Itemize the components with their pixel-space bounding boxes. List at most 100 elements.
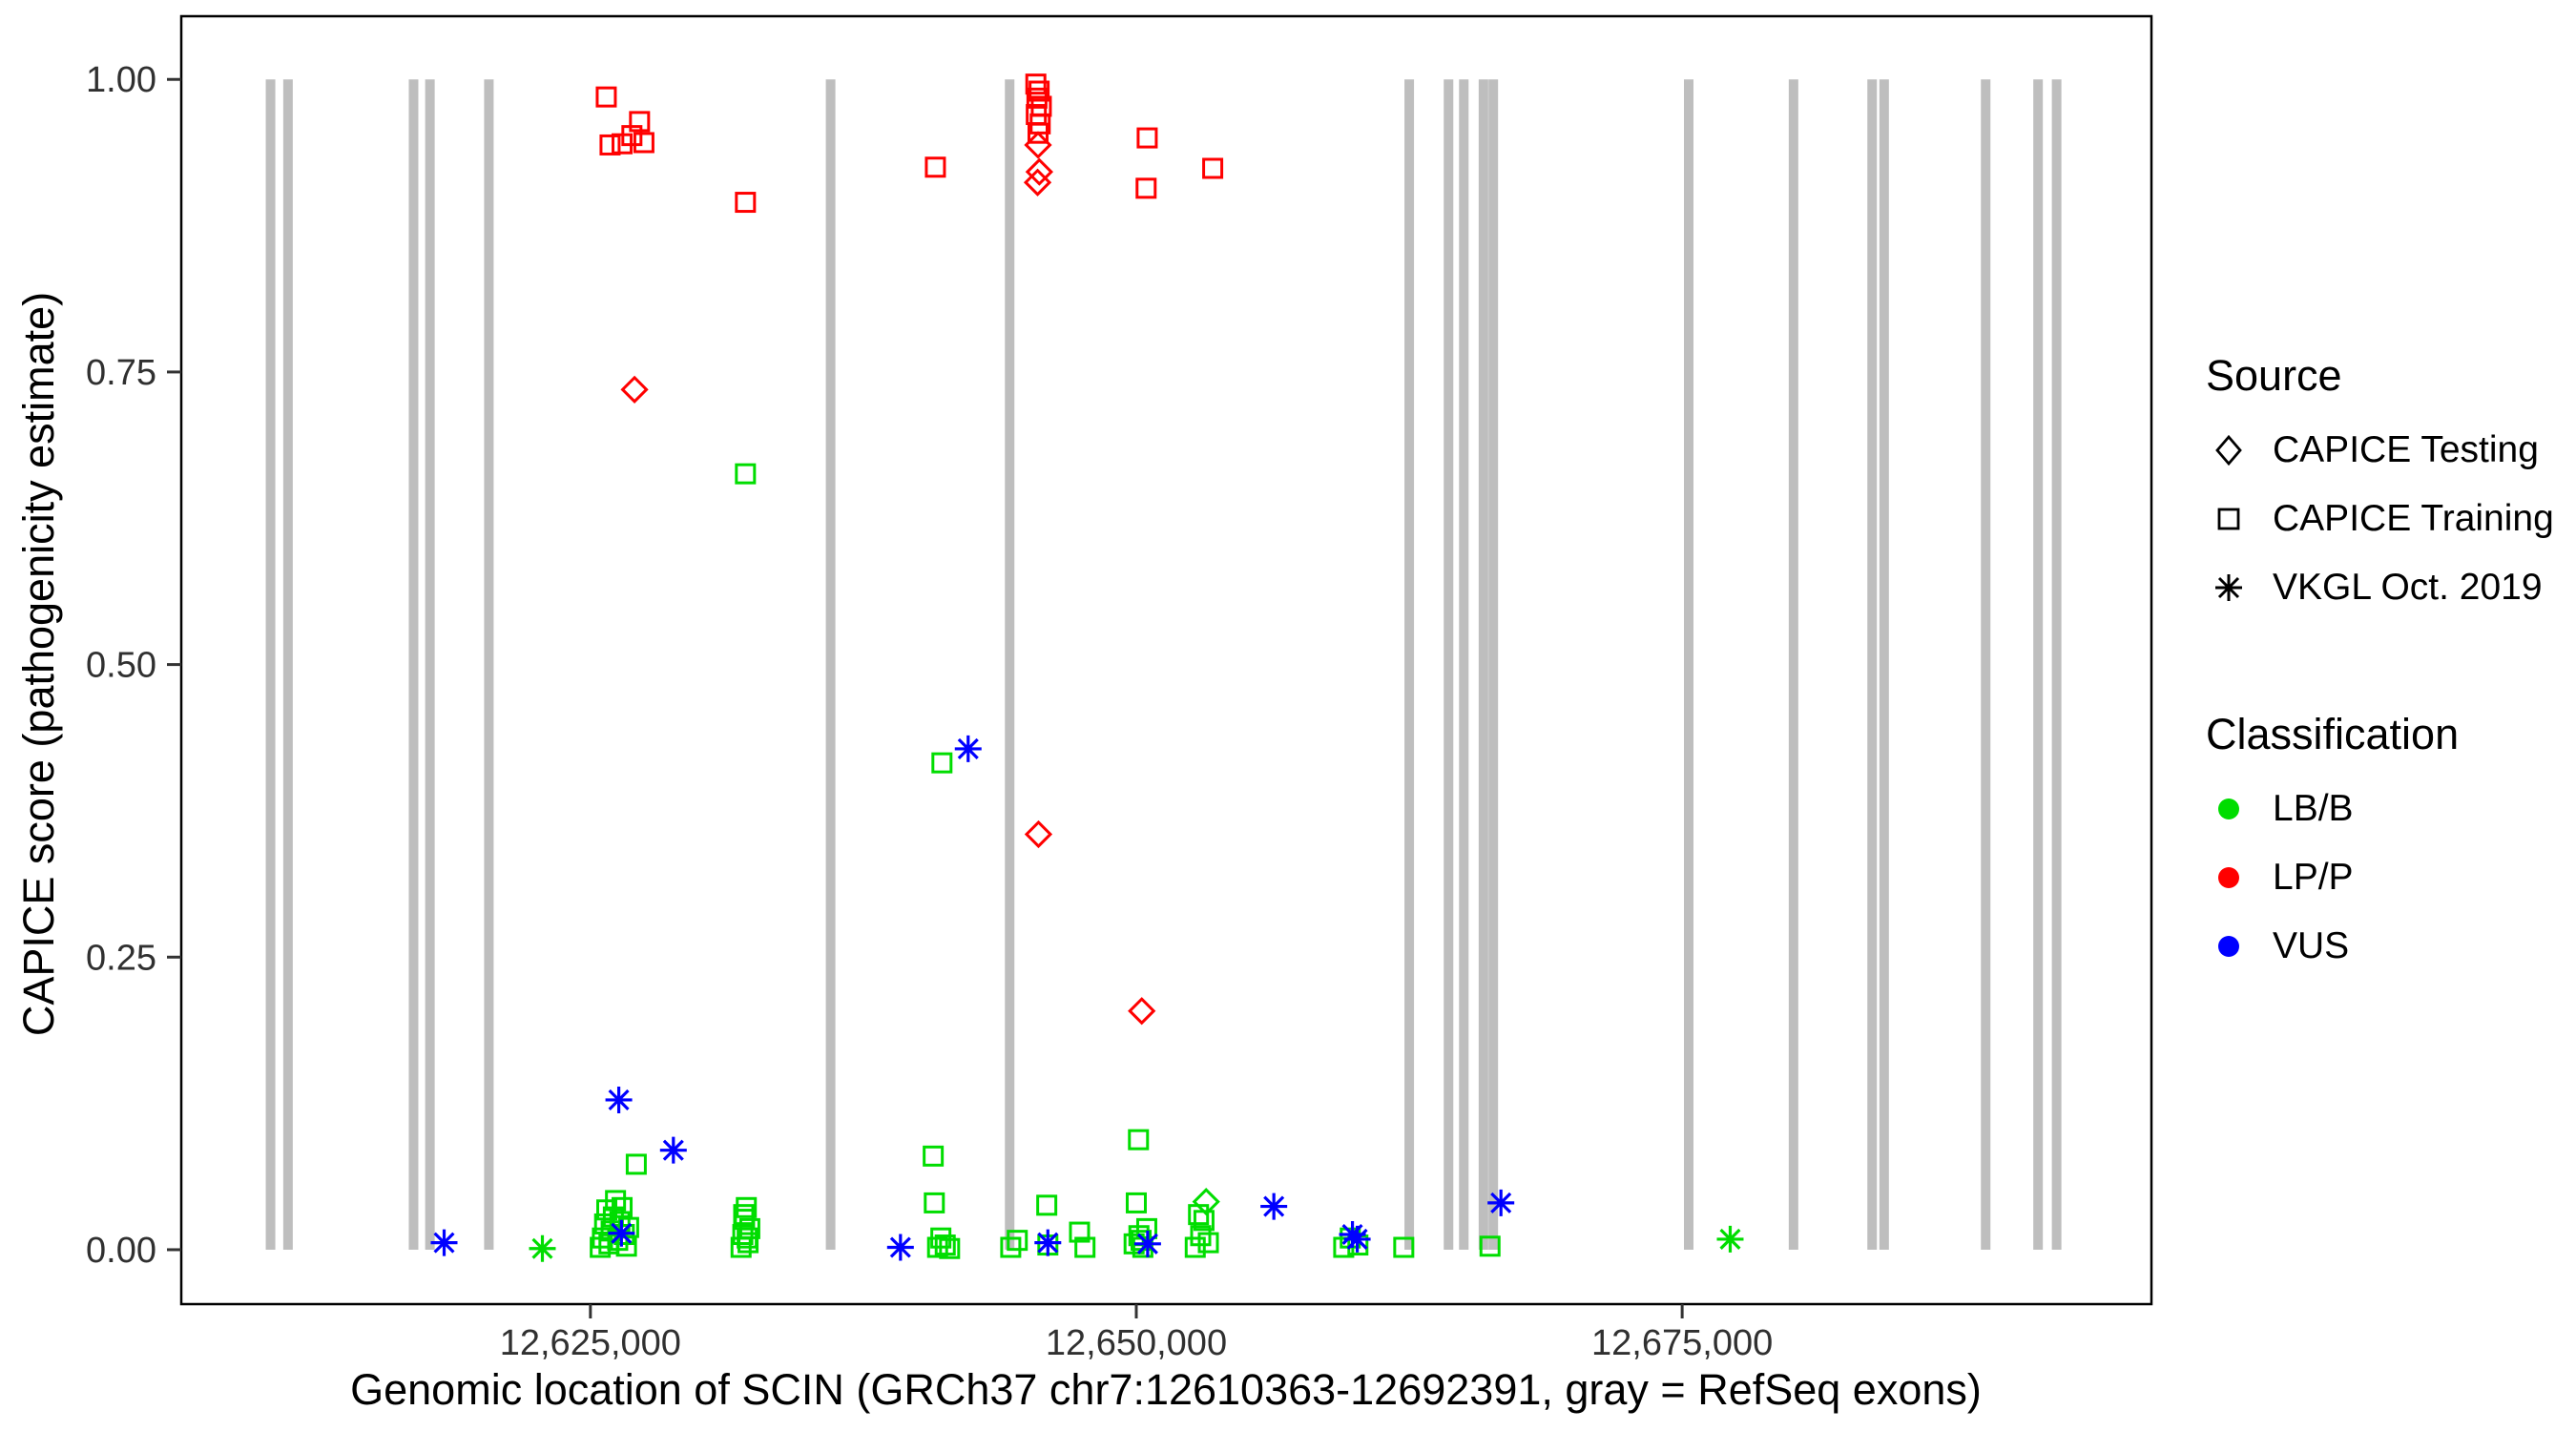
point-LP-square <box>599 134 621 156</box>
point-VUS-asterisk <box>1487 1189 1515 1216</box>
exon-bar <box>1788 79 1798 1250</box>
point-LP-square <box>1027 122 1049 144</box>
y-tick-label: 0.00 <box>86 1231 156 1271</box>
point-LP-square <box>735 192 757 214</box>
legend-item-capice-training: CAPICE Training <box>2206 485 2574 553</box>
point-VUS-asterisk <box>659 1136 687 1164</box>
point-LP-square <box>1136 127 1158 149</box>
exon-bar <box>1404 79 1415 1250</box>
point-VUS-asterisk <box>608 1219 635 1247</box>
legend-classification-section: Classification LB/B LP/P VUS <box>2206 710 2574 981</box>
point-LB-square <box>1197 1232 1219 1254</box>
legend-source-title: Source <box>2206 351 2342 400</box>
axes: 12,625,000 12,650,000 12,675,000 0.00 0.25 0.… <box>86 60 1773 1363</box>
point-LB-square <box>1125 1192 1147 1213</box>
point-LB-square <box>605 1190 627 1212</box>
exon-bar <box>1879 79 1889 1250</box>
point-LP-diamond <box>1023 168 1052 197</box>
square-outline-icon <box>2217 508 2240 530</box>
exon-bar <box>1478 79 1488 1250</box>
exon-bar <box>265 79 276 1250</box>
point-LP-square <box>595 86 617 108</box>
point-LP-square <box>1135 177 1157 199</box>
point-LB-square <box>612 1196 634 1218</box>
point-LB-square <box>1184 1236 1206 1258</box>
exon-bar <box>1444 79 1454 1250</box>
point-LP-diamond <box>1024 819 1053 849</box>
exon-bar <box>2051 79 2062 1250</box>
exon-bar <box>1867 79 1878 1250</box>
legend-item-label: VUS <box>2273 925 2350 966</box>
point-VUS-asterisk <box>1260 1192 1288 1220</box>
exon-bar <box>1488 79 1499 1250</box>
point-LB-square <box>733 1204 755 1226</box>
legend-item-vkgl: VKGL Oct. 2019 <box>2206 553 2574 622</box>
point-LP-square <box>1202 157 1224 179</box>
point-LP-square <box>629 111 651 133</box>
point-LB-square <box>735 463 757 485</box>
data-points <box>430 73 1744 1262</box>
point-LB-square <box>924 1192 945 1213</box>
red-dot-icon <box>2218 867 2239 888</box>
point-LB-square <box>1069 1221 1091 1243</box>
exon-bar <box>1459 79 1469 1250</box>
point-LP-diamond <box>620 375 649 404</box>
point-LB-square <box>737 1227 758 1249</box>
point-LB-square <box>934 1234 956 1256</box>
point-LB-square <box>939 1237 961 1259</box>
legend-item-label: VKGL Oct. 2019 <box>2273 567 2543 608</box>
point-LP-square <box>633 132 654 154</box>
legend-source-section: Source CAPICE Testing CAPICE Training VK… <box>2206 351 2574 622</box>
exon-bar <box>1981 79 1991 1250</box>
exon-bar <box>484 79 494 1250</box>
point-LB-square <box>1393 1236 1415 1258</box>
blue-dot-icon <box>2218 936 2239 957</box>
exon-bar <box>408 79 419 1250</box>
legend-item-label: CAPICE Training <box>2273 498 2554 539</box>
diamond-outline-icon <box>2215 434 2242 467</box>
x-tick-label: 12,675,000 <box>1591 1323 1773 1363</box>
point-LB-square <box>736 1196 758 1218</box>
plot-panel-border <box>179 14 2153 1306</box>
y-tick-label: 0.50 <box>86 646 156 686</box>
point-LP-diamond <box>1024 131 1052 159</box>
exon-bar <box>425 79 435 1250</box>
point-LB-square <box>1128 1129 1150 1151</box>
point-LB-square <box>1036 1194 1058 1216</box>
point-LB-square <box>1479 1235 1501 1257</box>
point-LB-square <box>1188 1204 1210 1226</box>
green-dot-icon <box>2218 798 2239 819</box>
exon-bar <box>2033 79 2044 1250</box>
x-tick-label: 12,650,000 <box>1046 1323 1227 1363</box>
y-tick-label: 0.25 <box>86 938 156 978</box>
exon-bars <box>265 79 2062 1250</box>
legend-item-label: CAPICE Testing <box>2273 429 2539 470</box>
legend: Source CAPICE Testing CAPICE Training VK… <box>2206 351 2574 981</box>
point-VUS-asterisk <box>1034 1229 1062 1256</box>
y-axis-title: CAPICE score (pathogenicity estimate) <box>14 292 63 1036</box>
point-VUS-asterisk <box>954 735 982 762</box>
point-VUS-asterisk <box>886 1234 914 1261</box>
y-tick-label: 1.00 <box>86 60 156 100</box>
point-LB-square <box>1074 1236 1096 1258</box>
x-axis-title: Genomic location of SCIN (GRCh37 chr7:12… <box>350 1365 1982 1414</box>
point-LB-square <box>923 1145 945 1167</box>
point-VUS-asterisk <box>1343 1225 1371 1253</box>
point-VUS-asterisk <box>605 1086 633 1113</box>
point-LP-square <box>1025 73 1047 95</box>
point-LB-asterisk <box>529 1234 556 1262</box>
legend-item-lpp: LP/P <box>2206 843 2574 912</box>
legend-item-lbb: LB/B <box>2206 775 2574 843</box>
point-LB-diamond <box>1192 1188 1220 1216</box>
legend-classification-title: Classification <box>2206 710 2460 758</box>
point-LB-square <box>931 752 953 774</box>
point-LB-square <box>1000 1236 1022 1258</box>
legend-item-label: LB/B <box>2273 788 2354 829</box>
exon-bar <box>825 79 836 1250</box>
point-LP-square <box>924 156 946 178</box>
point-LP-diamond <box>1025 157 1053 186</box>
legend-item-capice-testing: CAPICE Testing <box>2206 416 2574 485</box>
point-VUS-asterisk <box>430 1229 458 1256</box>
